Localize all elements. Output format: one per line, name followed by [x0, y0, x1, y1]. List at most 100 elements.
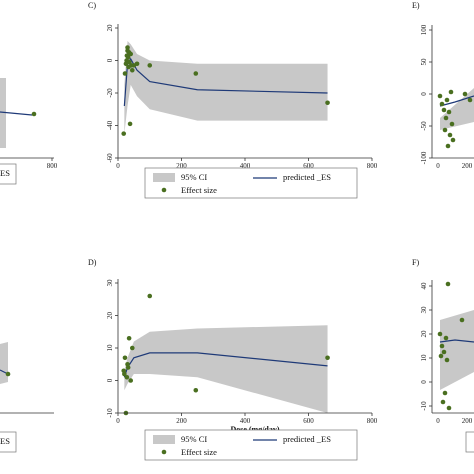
y-tick-label: 0 [106, 58, 114, 62]
effect-size-point [448, 89, 454, 95]
y-tick-label: 10 [420, 354, 428, 362]
effect-size-point [446, 405, 452, 411]
effect-size-point [193, 71, 199, 76]
effect-size-point [446, 109, 452, 115]
legend-dot-swatch [161, 187, 167, 193]
effect-size-point [442, 127, 448, 133]
effect-size-point [147, 293, 153, 299]
legend-label-effect: Effect size [181, 185, 217, 195]
effect-size-point [121, 131, 127, 136]
effect-size-point [129, 345, 135, 351]
legend-box-partial [0, 163, 17, 185]
x-tick-label: 0 [116, 162, 120, 170]
ci-band-partial [440, 310, 474, 390]
effect-size-point [438, 353, 444, 359]
y-tick-label: 10 [106, 344, 114, 352]
effect-size-point [128, 51, 133, 57]
y-tick-label: 20 [420, 330, 428, 338]
legend-fragment: ES [0, 168, 10, 178]
panel-label: E) [412, 1, 420, 10]
effect-size-point [325, 355, 330, 361]
ci-band [124, 41, 328, 134]
legend-label-effect: Effect size [181, 447, 217, 457]
x-tick-label: 400 [240, 417, 251, 425]
panel-label: C) [88, 1, 96, 10]
x-tick-label: 800 [47, 162, 58, 170]
x-tick-label: 200 [176, 162, 187, 170]
x-tick-label: 200 [462, 162, 473, 170]
y-tick-label: -10 [106, 408, 114, 418]
x-tick-label: 800 [367, 417, 378, 425]
legend-box-partial [0, 431, 17, 453]
effect-size-point [122, 71, 128, 76]
y-tick-label: 30 [420, 306, 428, 314]
y-tick-label: -50 [420, 121, 428, 131]
effect-size-point [127, 121, 133, 127]
x-axis-label: Dose (mg/day) [230, 425, 279, 434]
effect-size-point [443, 335, 449, 341]
predicted-line-partial [0, 111, 33, 116]
predicted-line-partial [439, 339, 474, 343]
effect-size-point [126, 335, 132, 341]
legend-box [144, 429, 358, 461]
effect-size-point [31, 111, 37, 117]
legend-label-ci: 95% CI [181, 434, 207, 444]
legend-label-predicted: predicted _ES [283, 172, 331, 182]
effect-size-point [147, 63, 153, 68]
effect-size-point [122, 355, 128, 361]
effect-size-point [439, 101, 445, 107]
y-tick-label: 0 [106, 378, 114, 382]
effect-size-point [437, 93, 443, 99]
panel-label: D) [88, 258, 97, 267]
effect-size-point [325, 100, 330, 106]
legend-ci-swatch [153, 173, 175, 182]
effect-size-point [5, 371, 11, 377]
legend-box [144, 167, 358, 199]
legend-box-partial [465, 431, 474, 453]
effect-size-point [459, 317, 465, 323]
y-tick-label: 50 [420, 58, 428, 66]
effect-size-point [125, 54, 131, 60]
effect-size-point [443, 115, 449, 121]
y-tick-label: 0 [420, 380, 428, 384]
effect-size-point [467, 97, 473, 103]
y-tick-label: -100 [420, 151, 428, 164]
legend-fragment: ES [0, 436, 10, 446]
x-tick-label: 600 [303, 162, 314, 170]
y-tick-label: -60 [106, 153, 114, 163]
y-tick-label: 30 [106, 279, 114, 287]
effect-size-point [445, 143, 451, 149]
effect-size-point [444, 97, 450, 103]
y-tick-label: 20 [106, 24, 114, 32]
ci-band-partial [0, 342, 8, 384]
x-tick-label: 0 [436, 417, 440, 425]
x-tick-label: 200 [462, 417, 473, 425]
y-tick-label: -20 [106, 88, 114, 98]
effect-size-point [442, 390, 448, 396]
legend-label-predicted: predicted _ES [283, 434, 331, 444]
x-tick-label: 800 [367, 162, 378, 170]
effect-size-point [444, 357, 450, 363]
x-tick-label: 200 [176, 417, 187, 425]
effect-size-point [445, 281, 451, 287]
x-tick-label: 400 [240, 162, 251, 170]
ci-band-partial [0, 78, 6, 148]
effect-size-point [125, 45, 130, 50]
effect-size-point [129, 67, 135, 73]
y-tick-label: 40 [420, 282, 428, 290]
ci-band [124, 325, 328, 413]
effect-size-point [449, 121, 455, 127]
effect-size-point [437, 331, 443, 337]
y-tick-label: 100 [420, 24, 428, 35]
effect-size-point [122, 371, 127, 377]
x-tick-label: 0 [436, 162, 440, 170]
effect-size-point [450, 137, 456, 143]
effect-size-point [440, 399, 446, 405]
y-tick-label: 0 [420, 92, 428, 96]
legend-ci-swatch [153, 435, 175, 444]
legend-dot-swatch [161, 449, 167, 455]
y-tick-label: -40 [106, 120, 114, 130]
effect-size-point [128, 378, 133, 383]
effect-size-point [447, 132, 453, 138]
effect-size-point [193, 387, 199, 393]
